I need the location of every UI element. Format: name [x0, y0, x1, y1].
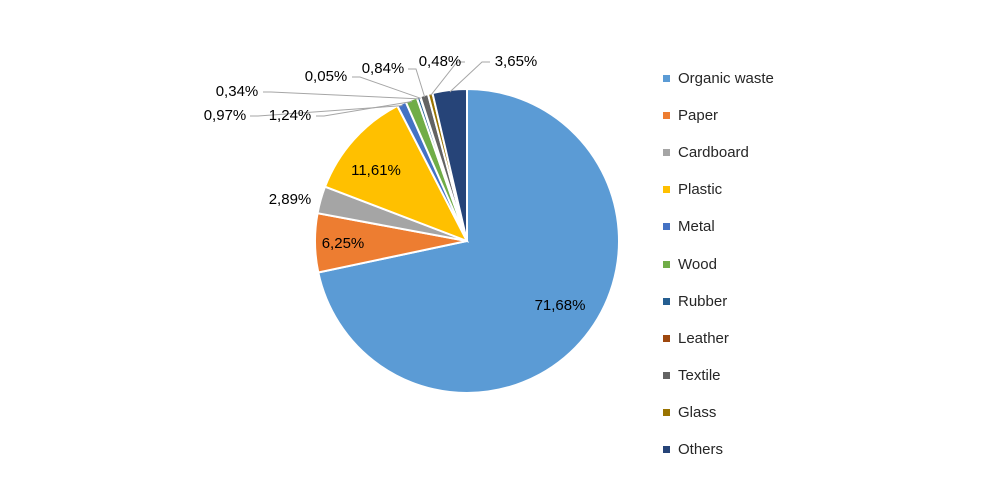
data-label-paper: 6,25% [322, 235, 365, 252]
legend-item-others: Others [663, 431, 774, 468]
data-label-glass: 0,48% [419, 53, 462, 70]
pie-slice-organic-waste [317, 87, 620, 394]
legend-label: Wood [678, 255, 717, 273]
legend-swatch [663, 297, 670, 305]
legend-item-glass: Glass [663, 394, 774, 431]
data-label-leather: 0,05% [305, 68, 348, 85]
legend-label: Paper [678, 107, 719, 125]
legend-item-plastic: Plastic [663, 171, 774, 208]
data-label-cardboard: 2,89% [269, 191, 312, 208]
data-label-organic-waste: 71,68% [535, 297, 586, 314]
data-label-plastic: 11,61% [351, 162, 401, 179]
legend-label: Cardboard [678, 144, 749, 162]
legend-item-cardboard: Cardboard [663, 134, 774, 171]
leader-line-metal [250, 105, 403, 117]
leader-line-glass [430, 61, 465, 96]
data-label-textile: 0,84% [362, 60, 405, 77]
legend-swatch [663, 186, 670, 194]
leader-line-leather [352, 76, 421, 99]
leader-line-rubber [263, 91, 419, 100]
legend-swatch [663, 334, 670, 342]
legend-label: Textile [678, 366, 721, 384]
leader-line-wood [316, 100, 413, 117]
legend-swatch [663, 223, 670, 231]
legend-swatch [663, 75, 670, 83]
data-label-wood: 1,24% [269, 107, 312, 124]
legend-label: Leather [678, 329, 729, 347]
legend-item-wood: Wood [663, 245, 774, 282]
legend-item-textile: Textile [663, 357, 774, 394]
legend-swatch [663, 112, 670, 120]
legend-label: Metal [678, 218, 715, 236]
legend-swatch [663, 149, 670, 157]
legend-swatch [663, 445, 670, 453]
legend-item-organic-waste: Organic waste [663, 60, 774, 97]
leader-line-textile [408, 68, 426, 98]
legend-label: Others [678, 440, 724, 458]
legend-swatch [663, 408, 670, 416]
data-label-metal: 0,97% [204, 107, 247, 124]
legend-label: Glass [678, 403, 717, 421]
legend-swatch [663, 260, 670, 268]
data-label-others: 3,65% [495, 53, 538, 70]
pie-slice-plastic [323, 104, 470, 243]
legend-item-paper: Paper [663, 97, 774, 134]
legend-item-metal: Metal [663, 208, 774, 245]
legend-label: Organic waste [678, 70, 774, 88]
leader-line-others [449, 61, 490, 93]
legend-item-leather: Leather [663, 320, 774, 357]
legend-swatch [663, 371, 670, 379]
data-label-rubber: 0,34% [216, 83, 259, 100]
legend-label: Plastic [678, 181, 723, 199]
legend-item-rubber: Rubber [663, 283, 774, 320]
chart-legend: Organic waste Paper Cardboard Plastic Metal W… [663, 60, 774, 468]
legend-label: Rubber [678, 292, 728, 310]
